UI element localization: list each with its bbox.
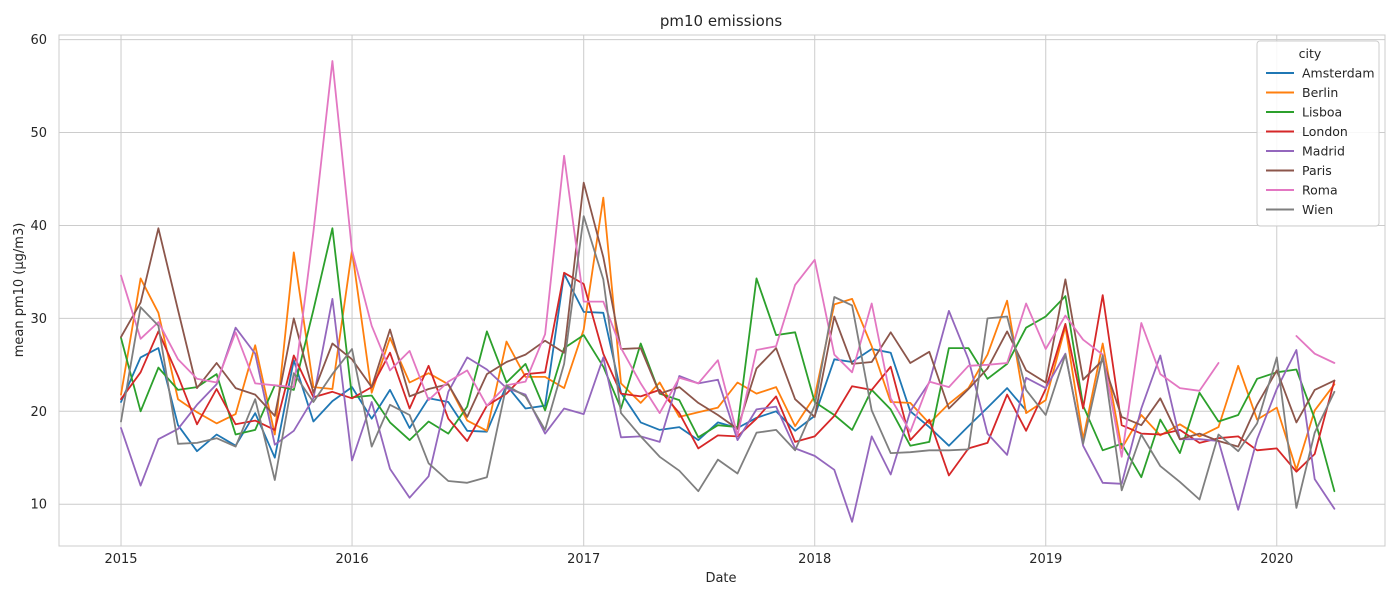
x-tick-labels: 2015 2016 2017 2018 2019 2020: [104, 552, 1293, 567]
chart-title: pm10 emissions: [660, 12, 782, 30]
legend-label: Roma: [1302, 183, 1338, 198]
legend-box: [1256, 40, 1380, 227]
y-tick-label: 40: [30, 219, 47, 234]
legend-label: Paris: [1302, 163, 1332, 178]
series-line-paris: [120, 181, 1336, 448]
y-axis-label: mean pm10 (µg/m3): [12, 223, 27, 358]
series-line-amsterdam: [120, 272, 1027, 459]
legend-label: Wien: [1302, 202, 1333, 217]
x-tick-label: 2017: [567, 552, 600, 567]
x-tick-label: 2015: [104, 552, 137, 567]
y-tick-label: 30: [30, 312, 47, 327]
legend: city Amsterdam Berlin Lisboa London Madrid Par…: [1256, 40, 1380, 227]
y-tick-label: 20: [30, 405, 47, 420]
y-tick-label: 50: [30, 126, 47, 141]
y-tick-labels: 10 20 30 40 50 60: [30, 33, 47, 513]
x-tick-label: 2016: [336, 552, 369, 567]
series-line-london: [120, 271, 1336, 477]
legend-label: Madrid: [1302, 144, 1345, 159]
legend-title: city: [1299, 46, 1322, 61]
grid-lines: [59, 35, 1385, 546]
x-axis-label: Date: [705, 571, 736, 586]
y-tick-label: 10: [30, 498, 47, 513]
legend-label: Berlin: [1302, 85, 1338, 100]
series-line-roma: [120, 60, 1336, 458]
legend-label: Amsterdam: [1302, 66, 1375, 81]
y-tick-label: 60: [30, 33, 47, 48]
series-line-berlin: [120, 196, 1336, 471]
x-tick-label: 2020: [1260, 552, 1293, 567]
x-tick-label: 2019: [1029, 552, 1062, 567]
plot-frame: [58, 34, 1386, 547]
legend-label: London: [1302, 124, 1348, 139]
series-lines: [120, 60, 1336, 523]
series-line-madrid: [120, 298, 1336, 523]
legend-label: Lisboa: [1302, 105, 1342, 120]
series-line-wien: [120, 215, 1336, 509]
x-tick-label: 2018: [798, 552, 831, 567]
